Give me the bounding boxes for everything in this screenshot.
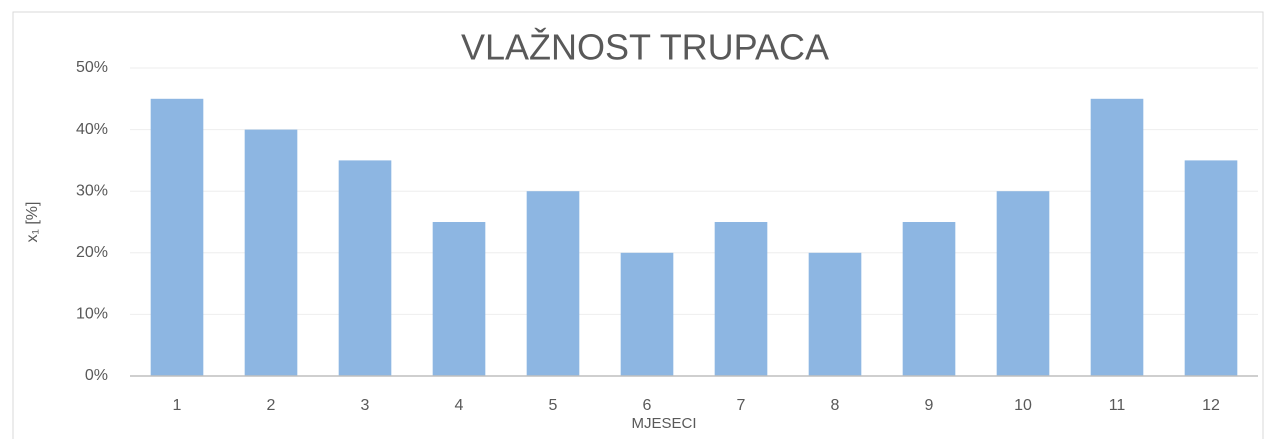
x-tick-label: 3 [361,397,370,414]
bar [244,129,298,376]
bar [1090,98,1144,377]
y-tick-label: 30% [76,182,108,199]
y-tick-label: 50% [76,59,108,76]
y-tick-label: 20% [76,244,108,261]
bar [808,252,862,376]
x-tick-label: 6 [643,397,652,414]
x-tick-label: 12 [1202,397,1220,414]
bar [150,98,204,377]
y-tick-label: 10% [76,306,108,323]
x-tick-label: 2 [267,397,276,414]
bar [714,222,768,376]
chart-frame [12,11,1264,439]
bar [996,191,1050,376]
bar [338,160,392,376]
bar [620,252,674,376]
bar [902,222,956,376]
x-tick-label: 4 [455,397,464,414]
x-tick-label: 9 [925,397,934,414]
x-tick-label: 5 [549,397,558,414]
y-tick-label: 0% [85,367,108,384]
chart-title: VLAŽNOST TRUPACA [461,27,829,68]
y-axis-label: x₁ [%] [24,202,41,243]
x-tick-label: 8 [831,397,840,414]
bar [1184,160,1238,376]
x-axis-label: MJESECI [631,415,696,432]
bar [526,191,580,376]
x-tick-label: 11 [1109,397,1126,414]
bar [432,222,486,376]
y-tick-label: 40% [76,121,108,138]
x-tick-label: 7 [737,397,746,414]
x-tick-label: 1 [173,397,182,414]
x-tick-label: 10 [1014,397,1032,414]
